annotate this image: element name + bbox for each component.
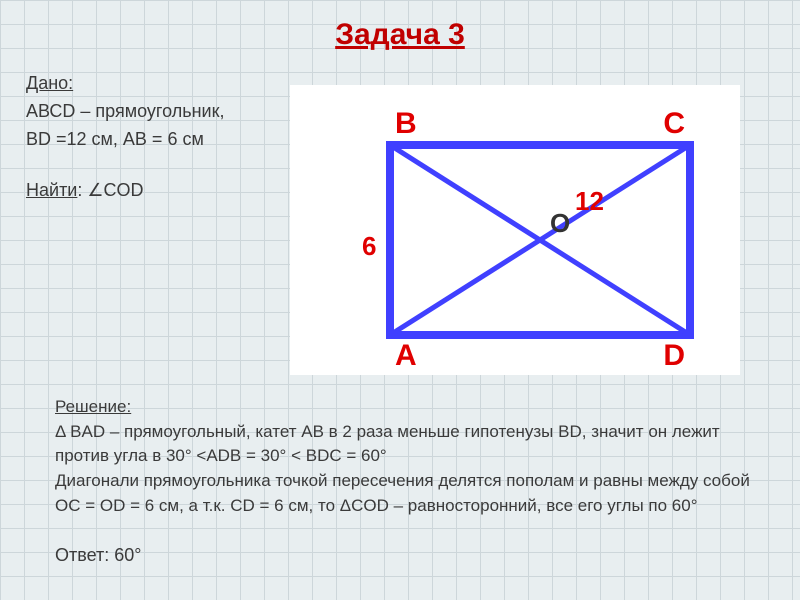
solution-p1: Δ BAD – прямоугольный, катет АВ в 2 раза… [55, 420, 760, 469]
svg-text:C: C [663, 107, 685, 140]
solution-p2: Диагонали прямоугольника точкой пересече… [55, 469, 760, 518]
find-heading: Найти [26, 180, 77, 200]
svg-text:A: A [395, 339, 417, 372]
find-block: Найти: ∠COD [26, 180, 144, 201]
figure-panel: B C A D O 6 12 [290, 85, 740, 375]
problem-title: Задача 3 [0, 18, 800, 52]
solution-block: Решение: Δ BAD – прямоугольный, катет АВ… [55, 395, 760, 518]
svg-text:D: D [663, 339, 685, 372]
given-line1: АВСD – прямоугольник, [26, 98, 224, 126]
solution-heading: Решение: [55, 397, 131, 416]
answer-text: Ответ: 60° [55, 545, 141, 566]
svg-text:12: 12 [575, 186, 604, 216]
svg-text:B: B [395, 107, 417, 140]
find-text: : ∠COD [77, 180, 143, 200]
given-heading: Дано: [26, 73, 73, 93]
svg-text:6: 6 [362, 231, 376, 261]
given-line2: ВD =12 см, АВ = 6 см [26, 126, 224, 154]
svg-text:O: O [550, 208, 570, 238]
rectangle-diagram: B C A D O 6 12 [290, 85, 740, 375]
given-block: Дано: АВСD – прямоугольник, ВD =12 см, А… [26, 70, 224, 154]
